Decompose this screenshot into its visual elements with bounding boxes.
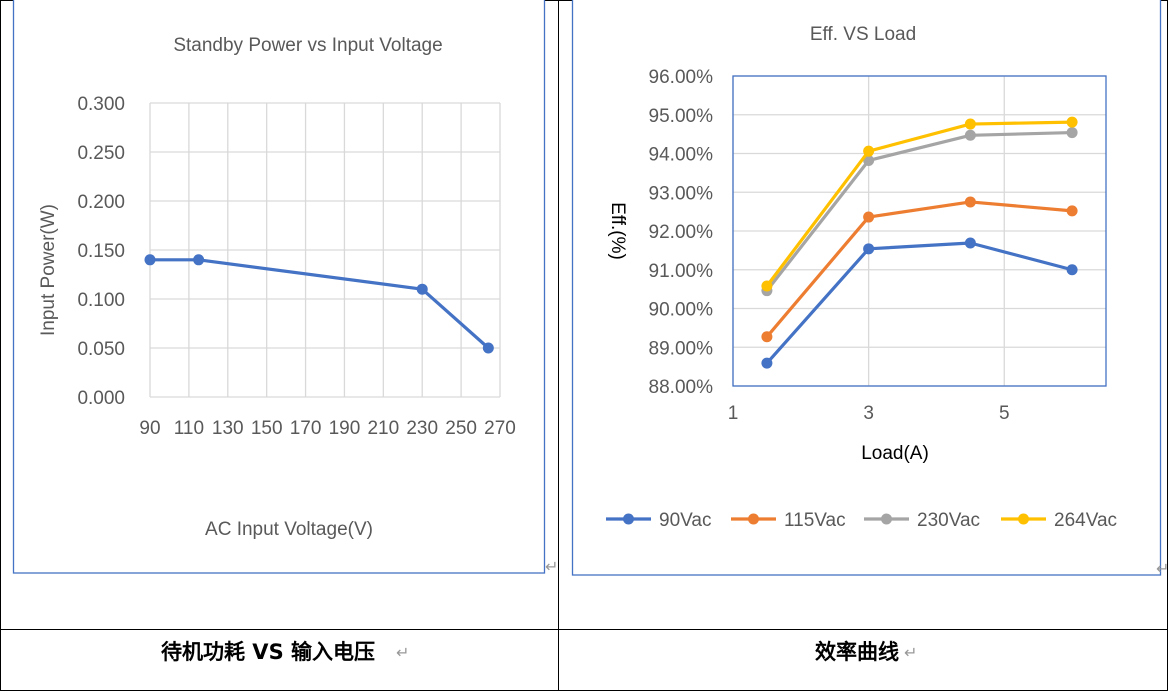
data-point (964, 129, 976, 141)
data-point (863, 154, 875, 166)
data-point (964, 196, 976, 208)
plot-area-border (732, 75, 1107, 387)
paragraph-mark: ↵ (1156, 561, 1169, 578)
legend-marker (748, 513, 759, 525)
x-tick-label: 130 (212, 418, 244, 439)
efficiency-chart: Eff. VS Load Eff.(%) Load(A) 88.00% 89.00… (606, 24, 1117, 531)
data-point (761, 357, 773, 369)
x-tick-label: 150 (251, 418, 283, 439)
series-line-90Vac (765, 241, 1073, 365)
legend-marker (623, 513, 634, 525)
series-line-power (150, 258, 490, 350)
x-tick-label: 90 (139, 418, 160, 439)
legend-marker (1018, 513, 1029, 525)
x-tick-label: 270 (484, 418, 516, 439)
data-point (482, 342, 494, 354)
x-tick-label: 110 (174, 418, 204, 439)
y-tick-label: 96.00% (649, 67, 714, 88)
y-tick-label: 95.00% (649, 106, 714, 127)
data-point (1066, 116, 1078, 128)
data-point (761, 331, 773, 343)
x-tick-label: 5 (999, 403, 1010, 424)
data-point (1066, 264, 1078, 276)
y-tick-label: 91.00% (649, 261, 714, 282)
x-tick-label: 1 (728, 403, 739, 424)
x-tick-label: 3 (863, 403, 874, 424)
x-axis-label: AC Input Voltage(V) (205, 519, 373, 540)
series-line-230Vac (765, 130, 1073, 292)
y-tick-label: 88.00% (649, 377, 714, 398)
data-point (1066, 205, 1078, 217)
caption-standby-power: 待机功耗 VS 输入电压 (161, 640, 375, 664)
x-axis-label: Load(A) (861, 443, 929, 464)
legend-label: 230Vac (917, 510, 980, 531)
y-tick-label: 90.00% (649, 300, 714, 321)
series-line-115Vac (765, 200, 1073, 338)
y-tick-label: 92.00% (649, 222, 714, 243)
data-point (863, 211, 875, 223)
data-point (761, 280, 773, 292)
legend-label: 264Vac (1054, 510, 1117, 531)
data-point (964, 118, 976, 130)
legend-marker (881, 513, 892, 525)
y-tick-label: 89.00% (649, 338, 714, 359)
data-point (1066, 127, 1078, 139)
paragraph-mark: ↵ (904, 645, 917, 662)
data-point (863, 243, 875, 255)
y-tick-label: 0.100 (77, 290, 125, 311)
y-tick-label: 0.000 (77, 388, 125, 409)
data-point (416, 283, 428, 295)
caption-efficiency-curve: 效率曲线 (815, 640, 899, 664)
y-tick-label: 94.00% (649, 145, 714, 166)
chart-title: Eff. VS Load (810, 24, 916, 45)
y-tick-label: 0.250 (77, 143, 125, 164)
x-tick-label: 230 (406, 418, 438, 439)
efficiency-chart-frame (571, 0, 1162, 576)
paragraph-mark: ↵ (545, 559, 558, 576)
data-point (144, 254, 156, 266)
x-tick-label: 250 (445, 418, 477, 439)
legend-label: 115Vac (784, 510, 846, 531)
y-axis-label: Eff.(%) (607, 202, 628, 260)
y-axis-label: Input Power(W) (38, 204, 59, 336)
y-tick-label: 0.050 (77, 339, 125, 360)
legend-label: 90Vac (659, 510, 711, 531)
standby-chart-frame (12, 0, 546, 574)
paragraph-mark: ↵ (396, 645, 409, 662)
standby-power-chart: Standby Power vs Input Voltage Input Pow… (38, 35, 516, 540)
x-tick-label: 170 (290, 418, 322, 439)
y-tick-label: 0.300 (77, 94, 125, 115)
x-tick-label: 210 (367, 418, 399, 439)
y-tick-label: 0.150 (77, 241, 125, 262)
y-tick-label: 0.200 (77, 192, 125, 213)
y-tick-label: 93.00% (649, 183, 714, 204)
x-tick-label: 190 (329, 418, 361, 439)
chart-title: Standby Power vs Input Voltage (173, 35, 442, 56)
series-line-264Vac (765, 120, 1073, 287)
data-point (193, 254, 205, 266)
data-point (863, 145, 875, 157)
data-point (964, 237, 976, 249)
